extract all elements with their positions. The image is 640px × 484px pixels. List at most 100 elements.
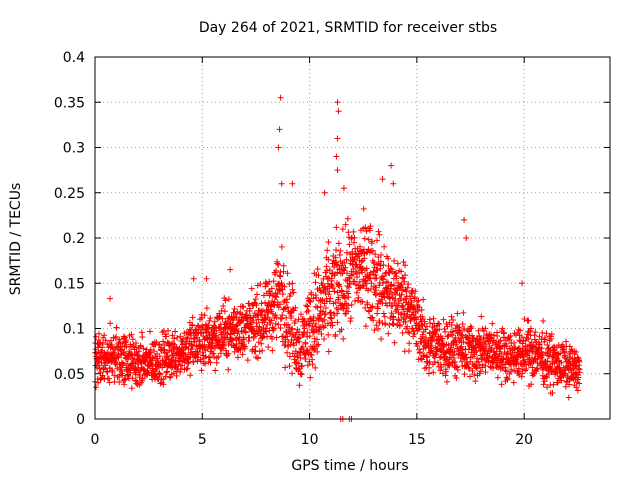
data-point — [468, 325, 475, 332]
data-point — [284, 304, 291, 311]
data-point — [321, 316, 328, 323]
data-point — [519, 280, 526, 287]
data-point — [310, 313, 317, 320]
x-tick-label: 5 — [198, 432, 207, 448]
data-point — [460, 338, 467, 345]
data-point — [253, 319, 260, 326]
data-point — [281, 283, 288, 290]
data-point — [215, 353, 222, 360]
data-point — [123, 360, 130, 367]
data-point — [289, 280, 296, 287]
data-point — [113, 324, 120, 331]
data-point — [139, 333, 146, 340]
data-point — [365, 246, 372, 253]
data-point — [370, 283, 377, 290]
data-point — [531, 355, 538, 362]
data-point — [415, 297, 422, 304]
data-point — [129, 336, 136, 343]
data-point — [523, 366, 530, 373]
data-point — [261, 319, 268, 326]
data-point — [240, 304, 247, 311]
data-point — [246, 300, 253, 307]
data-point — [215, 336, 222, 343]
data-point — [404, 301, 411, 308]
data-point — [307, 298, 314, 305]
data-point — [384, 279, 391, 286]
data-point — [128, 331, 135, 338]
data-point — [548, 331, 555, 338]
data-point — [360, 205, 367, 212]
data-point — [296, 382, 303, 389]
data-point — [367, 285, 374, 292]
data-point — [95, 379, 102, 386]
data-point — [118, 359, 125, 366]
data-point — [233, 322, 240, 329]
data-point — [293, 339, 300, 346]
data-point — [391, 339, 398, 346]
data-point — [302, 355, 309, 362]
data-point — [340, 335, 347, 342]
data-point — [574, 387, 581, 394]
data-point — [408, 299, 415, 306]
data-point — [176, 358, 183, 365]
data-point — [290, 307, 297, 314]
data-point — [435, 336, 442, 343]
data-point — [346, 281, 353, 288]
data-point — [228, 336, 235, 343]
data-point — [480, 334, 487, 341]
data-point — [190, 275, 197, 282]
data-point — [221, 308, 228, 315]
data-point — [245, 338, 252, 345]
data-point — [284, 270, 291, 277]
data-point — [194, 348, 201, 355]
data-point — [534, 356, 541, 363]
data-point — [504, 375, 511, 382]
data-point — [258, 340, 265, 347]
data-point — [420, 296, 427, 303]
data-point — [382, 321, 389, 328]
data-point — [421, 318, 428, 325]
data-point — [436, 320, 443, 327]
data-point — [392, 270, 399, 277]
data-point — [381, 294, 388, 301]
data-point — [387, 265, 394, 272]
data-point — [327, 314, 334, 321]
data-point — [463, 235, 470, 241]
data-point — [564, 372, 571, 379]
data-point — [163, 369, 170, 376]
data-point — [336, 283, 343, 290]
data-point — [254, 354, 261, 361]
data-point — [540, 366, 547, 373]
data-point — [343, 256, 350, 263]
data-point — [332, 331, 339, 338]
data-point — [326, 298, 333, 305]
data-point — [236, 320, 243, 327]
data-point — [276, 272, 283, 279]
data-point — [494, 332, 501, 339]
data-point — [393, 273, 400, 280]
y-tick-label: 0.4 — [63, 50, 85, 66]
data-point — [234, 354, 241, 361]
data-point — [163, 333, 170, 340]
data-point — [453, 374, 460, 381]
data-point — [431, 323, 438, 330]
data-point — [148, 361, 155, 368]
data-point — [100, 365, 107, 372]
data-point — [388, 310, 395, 317]
data-point — [341, 267, 348, 274]
data-point — [342, 264, 349, 271]
data-point — [313, 294, 320, 301]
data-point — [368, 280, 375, 287]
data-point — [493, 348, 500, 355]
data-point — [426, 364, 433, 371]
data-point — [566, 381, 573, 388]
data-point — [369, 303, 376, 310]
data-point — [270, 325, 277, 332]
data-point — [423, 323, 430, 330]
data-point — [316, 312, 323, 319]
data-point — [348, 301, 355, 308]
data-point — [569, 375, 576, 382]
data-point — [289, 286, 296, 293]
data-point — [540, 381, 547, 388]
data-point — [263, 328, 270, 335]
